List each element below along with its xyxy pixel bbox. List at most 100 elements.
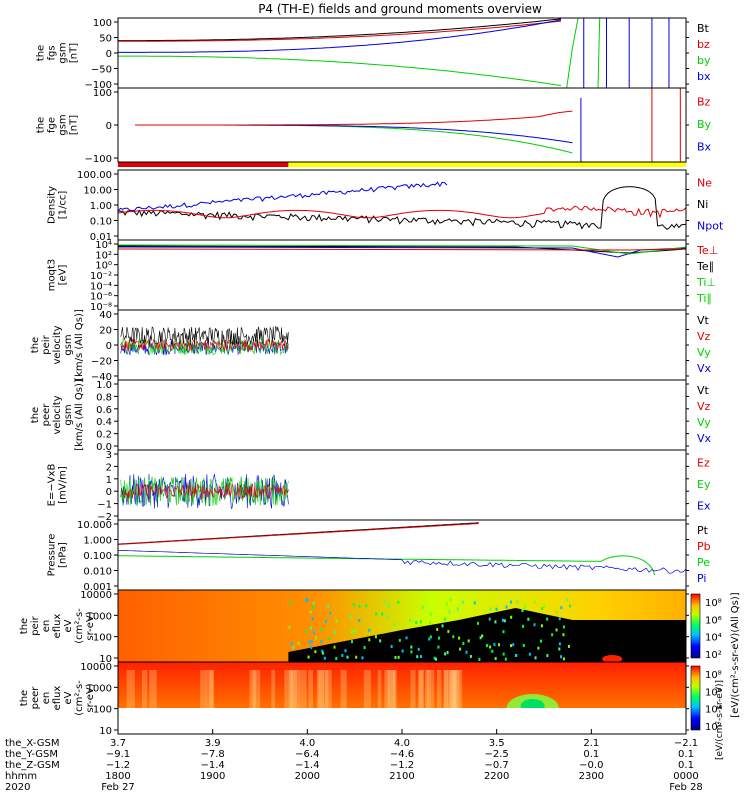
- peir-spectrogram-cell: [458, 636, 461, 640]
- peir-spectrogram-cell: [335, 619, 338, 623]
- peer-spectrogram-streak: [149, 670, 157, 708]
- peir-spectrogram-cell: [489, 607, 492, 611]
- peir-spectrogram-cell: [477, 621, 480, 625]
- peir-spectrogram-cell: [504, 657, 507, 661]
- peir-spectrogram-cell: [290, 641, 293, 645]
- y-tick-label: −20: [91, 357, 112, 368]
- peir-spectrogram-cell: [494, 620, 497, 624]
- colorbar-tick-label: 10⁶: [705, 687, 722, 698]
- peir-spectrogram-cell: [465, 650, 468, 654]
- y-axis-label: eflux: [52, 686, 63, 711]
- pb-trace: [118, 523, 479, 545]
- y-axis-label: velocity: [52, 395, 63, 434]
- peir-spectrogram-cell: [341, 653, 344, 657]
- peir-spectrogram-cell: [546, 617, 549, 621]
- peir-spectrogram-cell: [493, 643, 496, 647]
- legend-entry: Ey: [697, 478, 711, 491]
- y-axis-label: E=−VxB: [47, 464, 58, 507]
- peir-spectrogram-cell: [325, 620, 328, 624]
- peir-spectrogram-cell: [305, 598, 308, 602]
- y-axis-label: fgs: [47, 45, 58, 60]
- x-tick-label: 3.9: [205, 738, 221, 749]
- peir-spectrogram-cell: [444, 652, 447, 656]
- legend-entry: by: [697, 54, 711, 67]
- peer-spectrogram-streak: [388, 670, 395, 708]
- y-axis-label: eflux: [52, 614, 63, 639]
- legend-entry: Te∥: [696, 260, 714, 273]
- y-tick-label: 0.100: [83, 551, 112, 562]
- peir-spectrogram-cell: [494, 657, 497, 661]
- peir-spectrogram-cell: [309, 610, 312, 614]
- peir-spectrogram-cell: [539, 639, 542, 643]
- legend-entry: Ne: [697, 177, 712, 190]
- peir-spectrogram-cell: [566, 598, 569, 602]
- legend-entry: bz: [697, 38, 710, 51]
- x-tick-label: 2300: [579, 771, 604, 782]
- peir-spectrogram-cell: [433, 656, 436, 660]
- peir-spectrogram-cell: [555, 610, 558, 614]
- panel-fgs: 100 50 0 −50 −100 the fgs gsm [nT] Bt bz by bx: [36, 18, 711, 91]
- peir-spectrogram-cell: [363, 646, 366, 650]
- panel-efield: 32 10 −1−2 E=−VxB [mV/m] Ez Ey Ex: [47, 450, 711, 523]
- peir-spectrogram-cell: [327, 604, 330, 608]
- y-axis-label: sr-eV): [85, 683, 96, 712]
- legend-entry: Bz: [697, 95, 711, 108]
- y-tick-label: 1.00: [90, 201, 112, 212]
- peir-spectrogram-cell: [355, 655, 358, 659]
- peir-spectrogram-cell: [559, 655, 562, 659]
- peir-spectrogram-cell: [438, 636, 441, 640]
- peir-spectrogram-cell: [410, 650, 413, 654]
- peir-spectrogram-cell: [308, 640, 311, 644]
- colorbar-label: [eV/(cm²-s-sr-eV)]: [715, 680, 725, 760]
- ne-trace: [118, 205, 686, 219]
- x-tick-label: −6.4: [295, 749, 319, 760]
- peer-spectrogram-streak: [308, 670, 313, 708]
- x-tick-label: 2100: [389, 771, 414, 782]
- peir-spectrogram-cell: [297, 641, 300, 645]
- legend-entry: Pe: [697, 556, 710, 569]
- peir-spectrogram-cell: [393, 622, 396, 626]
- legend-entry: Vy: [697, 416, 711, 429]
- peer-spectrogram-streak: [363, 670, 371, 708]
- peir-spectrogram-cell: [328, 636, 331, 640]
- legend-entry: Pi: [697, 572, 706, 585]
- colorbar-tick-label: 10⁸: [705, 670, 722, 681]
- peer-spectrogram-streak: [290, 670, 300, 708]
- peir-spectrogram-cell: [537, 646, 540, 650]
- peir-spectrogram-cell: [358, 618, 361, 622]
- peir-spectrogram-cell: [352, 603, 355, 607]
- peir-spectrogram-cell: [420, 655, 423, 659]
- peir-spectrogram-cell: [524, 603, 527, 607]
- x-tick-label: −1.2: [106, 760, 130, 771]
- peer-spectrogram-streak: [451, 670, 458, 708]
- peir-spectrogram-cell: [449, 598, 452, 602]
- y-axis-label: eV: [63, 619, 74, 632]
- peir-spectrogram-cell: [312, 606, 315, 610]
- peir-spectrogram-cell: [311, 617, 314, 621]
- peer-spectrogram-streak: [318, 670, 326, 708]
- peir-spectrogram-cell: [329, 611, 332, 615]
- peir-spectrogram-cell: [567, 644, 570, 648]
- peir-spectrogram-cell: [502, 630, 505, 634]
- peir-spectrogram-cell: [568, 604, 571, 608]
- legend-entry: Ti∥: [696, 292, 712, 305]
- peir-spectrogram-cell: [562, 625, 565, 629]
- peir-spectrogram-cell: [467, 639, 470, 643]
- x-tick-label: 1900: [200, 771, 225, 782]
- y-axis-label: [1/cc]: [58, 191, 69, 220]
- peir-spectrogram-cell: [491, 649, 494, 653]
- peir-spectrogram-cell: [481, 634, 484, 638]
- y-axis-label: velocity: [52, 325, 63, 364]
- panel-frame: [117, 519, 687, 591]
- peir-spectrogram-cell: [415, 620, 418, 624]
- peer-spectrogram-streak: [384, 670, 390, 708]
- y-axis-label: (cm²-s-: [74, 680, 85, 716]
- y-tick-label: 0.01: [90, 232, 112, 243]
- x-tick-label: 4.0: [299, 738, 315, 749]
- y-tick-label: 10.00: [83, 186, 112, 197]
- peir-spectrogram-cell: [510, 615, 513, 619]
- y-tick-label: −1: [97, 500, 112, 511]
- legend-entry: Bx: [697, 141, 712, 154]
- peir-spectrogram-cell: [503, 619, 506, 623]
